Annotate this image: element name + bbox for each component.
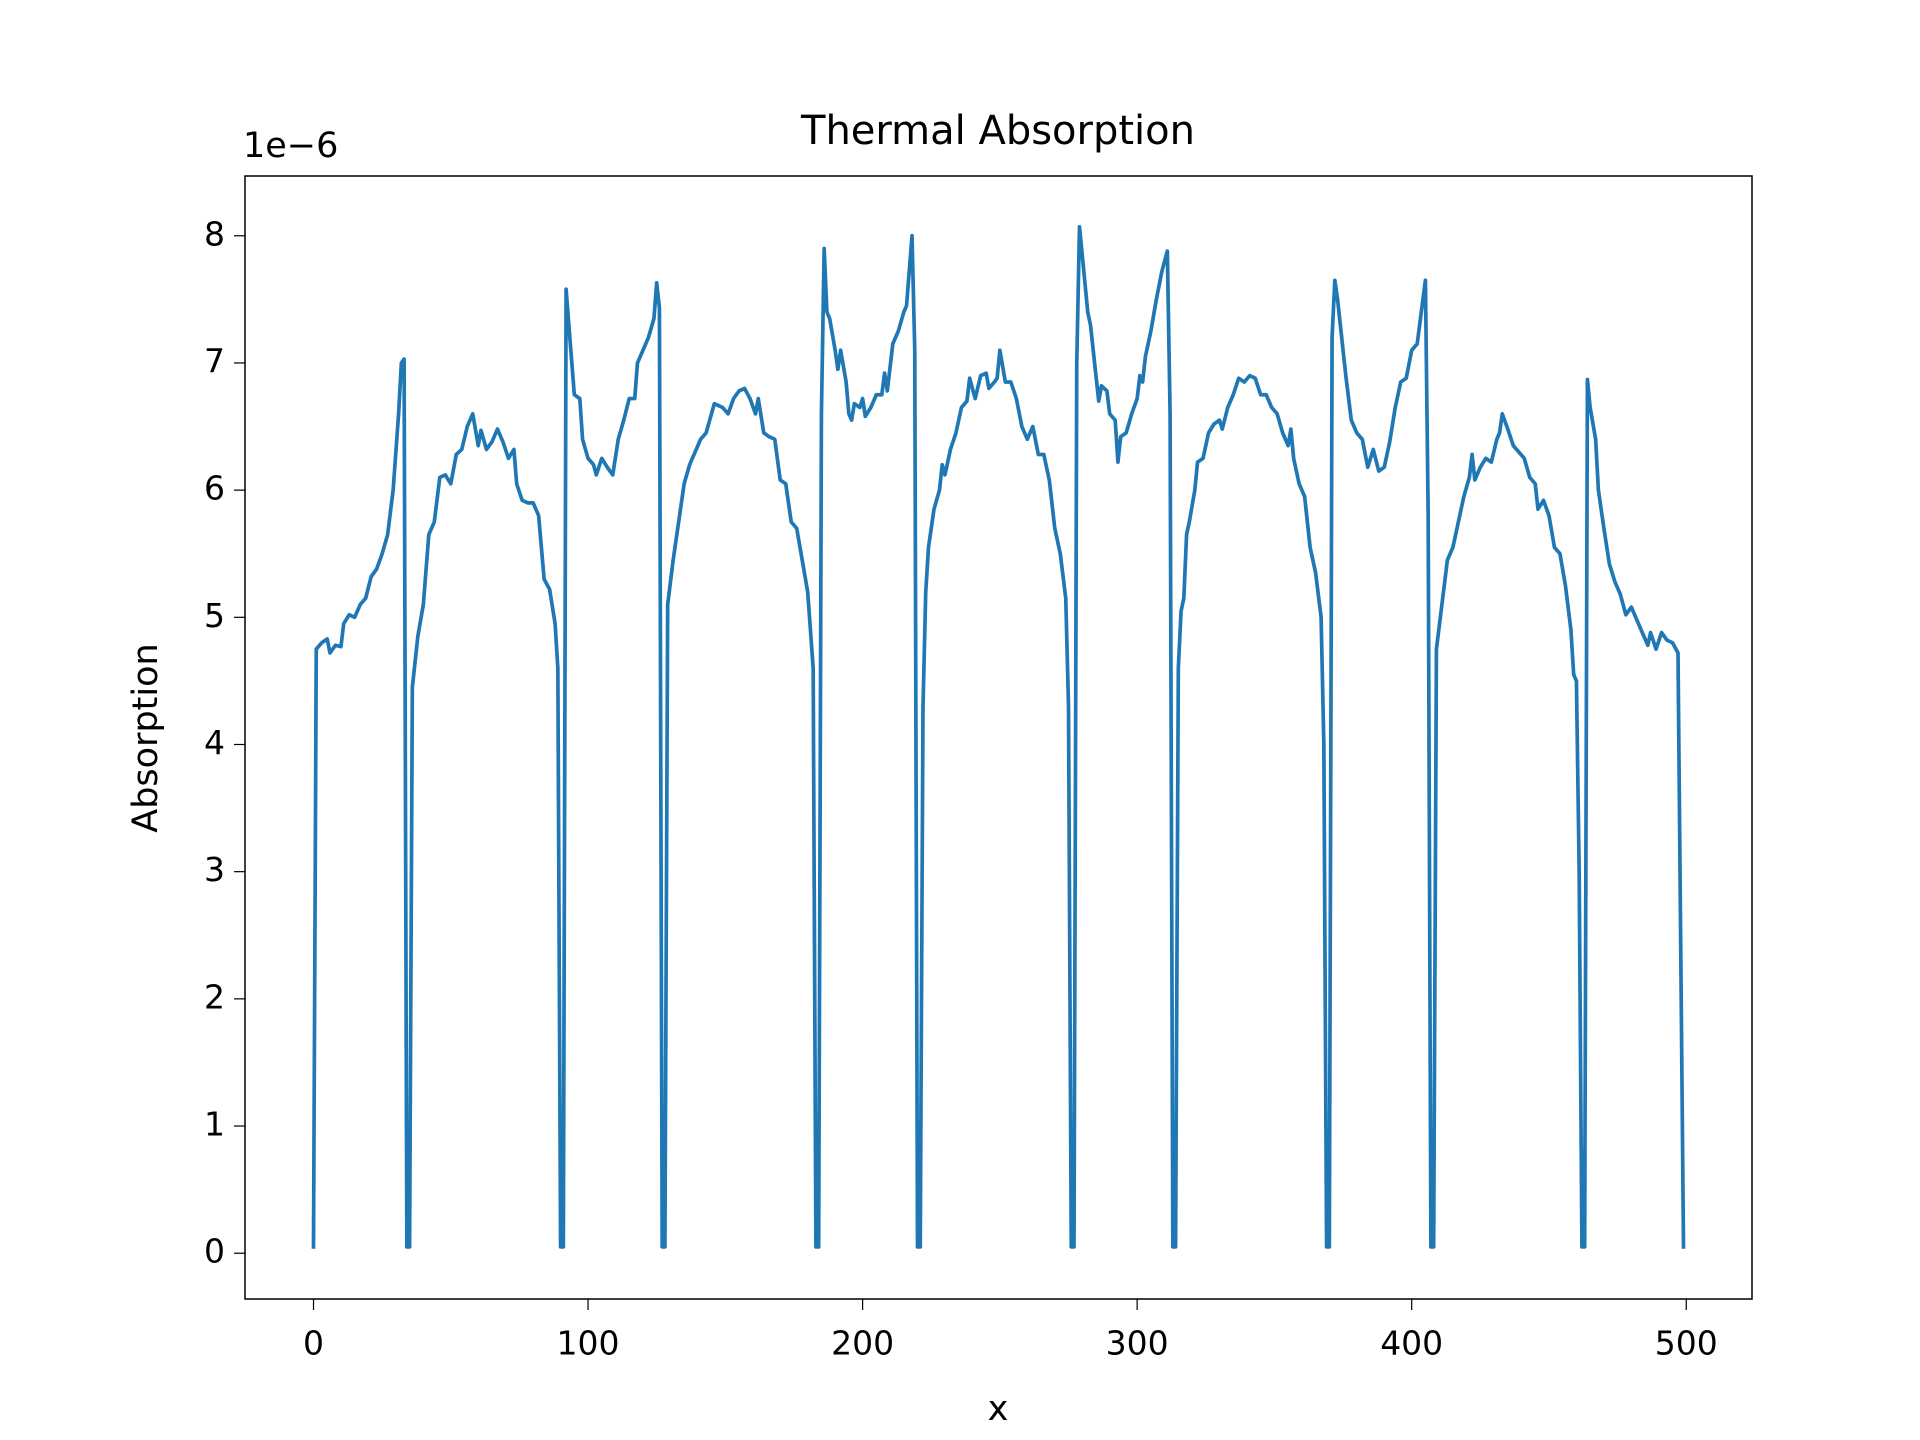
x-tick-label: 0	[303, 1324, 324, 1363]
x-tick-label: 200	[831, 1324, 894, 1363]
chart-title: Thermal Absorption	[800, 108, 1195, 154]
data-line	[311, 225, 1686, 1249]
y-tick-label: 2	[204, 977, 225, 1016]
x-tick-label: 300	[1106, 1324, 1169, 1363]
x-axis-label: x	[988, 1389, 1009, 1429]
y-tick-label: 3	[204, 850, 225, 889]
y-tick-label: 7	[204, 341, 225, 380]
y-tick-label: 0	[204, 1232, 225, 1271]
y-tick-label: 1	[204, 1105, 225, 1144]
y-tick-label: 6	[204, 469, 225, 508]
x-tick-label: 100	[557, 1324, 620, 1363]
x-tick-label: 400	[1380, 1324, 1443, 1363]
offset-label: 1e−6	[243, 126, 338, 166]
y-axis-label: Absorption	[126, 643, 166, 832]
x-tick-label: 500	[1655, 1324, 1718, 1363]
y-tick-label: 5	[204, 596, 225, 635]
y-tick-label: 4	[204, 723, 225, 762]
plot-frame	[244, 175, 1753, 1300]
y-tick-label: 8	[204, 214, 225, 253]
